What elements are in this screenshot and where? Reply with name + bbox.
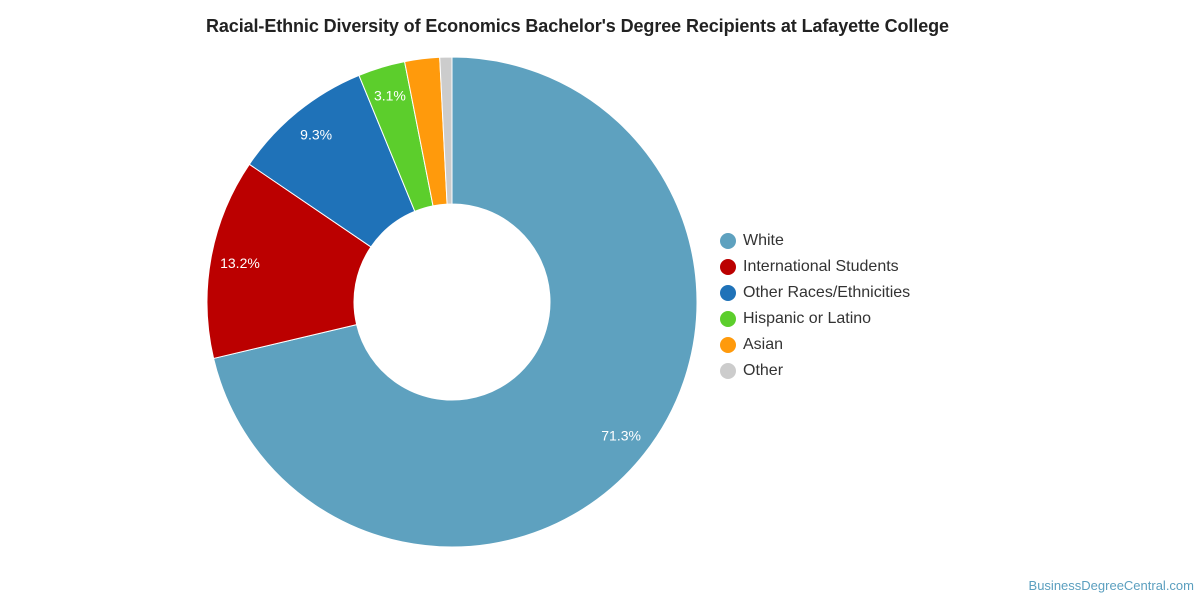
legend-swatch <box>720 233 736 249</box>
legend-label: International Students <box>743 258 899 275</box>
slice-label-hispanic-or-latino: 3.1% <box>374 88 406 104</box>
legend-label: Other Races/Ethnicities <box>743 284 911 301</box>
legend-swatch <box>720 285 736 301</box>
legend-item-other-races-ethnicities[interactable]: Other Races/Ethnicities <box>720 280 910 306</box>
legend-swatch <box>720 337 736 353</box>
slice-labels: 71.3% 13.2% 9.3% 3.1% <box>220 88 641 444</box>
slice-white[interactable] <box>212 56 698 548</box>
slice-other[interactable] <box>439 56 453 205</box>
legend-label: Asian <box>743 336 784 353</box>
legend-item-international-students[interactable]: International Students <box>720 254 910 280</box>
legend-label: Hispanic or Latino <box>743 310 872 327</box>
chart-legend: White International Students Other Races/E… <box>720 228 910 384</box>
legend-item-asian[interactable]: Asian <box>720 332 910 358</box>
legend-swatch <box>720 311 736 327</box>
legend-item-other[interactable]: Other <box>720 358 910 384</box>
chart-title: Racial-Ethnic Diversity of Economics Bac… <box>206 16 949 36</box>
legend-label: White <box>743 232 784 249</box>
legend-swatch <box>720 363 736 379</box>
legend-item-hispanic-or-latino[interactable]: Hispanic or Latino <box>720 306 910 332</box>
legend-item-white[interactable]: White <box>720 228 910 254</box>
slice-label-white: 71.3% <box>601 428 641 444</box>
slice-label-other-races-ethnicities: 9.3% <box>300 127 332 143</box>
legend-swatch <box>720 259 736 275</box>
source-credit: BusinessDegreeCentral.com <box>1028 578 1194 593</box>
slice-international-students[interactable] <box>206 163 372 360</box>
slice-label-international-students: 13.2% <box>220 255 260 271</box>
legend-label: Other <box>743 362 784 379</box>
donut-slices <box>206 56 698 548</box>
